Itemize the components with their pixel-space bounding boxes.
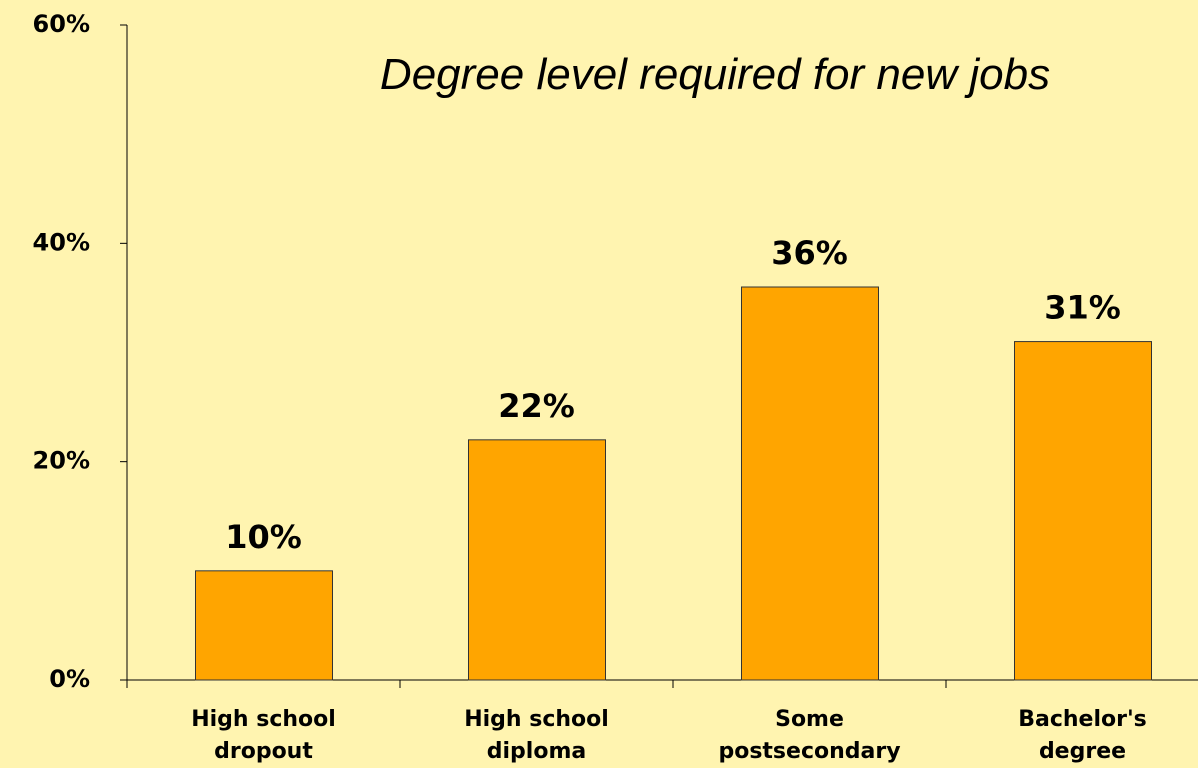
bar — [1014, 341, 1152, 681]
x-tick-label: High school diploma — [464, 707, 609, 764]
data-label: 36% — [771, 234, 848, 272]
chart-title: Degree level required for new jobs — [379, 50, 1051, 99]
data-label: 31% — [1044, 289, 1121, 327]
x-tick-label: Some postsecondary — [718, 707, 901, 764]
bar — [468, 439, 606, 681]
data-label: 10% — [225, 518, 302, 556]
y-tick-label: 0% — [49, 665, 90, 693]
bar — [741, 286, 879, 681]
y-tick-label: 60% — [33, 10, 90, 38]
data-label: 22% — [498, 387, 575, 425]
y-tick-label: 40% — [33, 228, 90, 256]
bar — [195, 570, 333, 681]
y-tick-label: 20% — [33, 447, 90, 475]
x-tick-label: High school dropout — [191, 707, 336, 764]
x-tick-label: Bachelor's degree — [1018, 707, 1147, 764]
